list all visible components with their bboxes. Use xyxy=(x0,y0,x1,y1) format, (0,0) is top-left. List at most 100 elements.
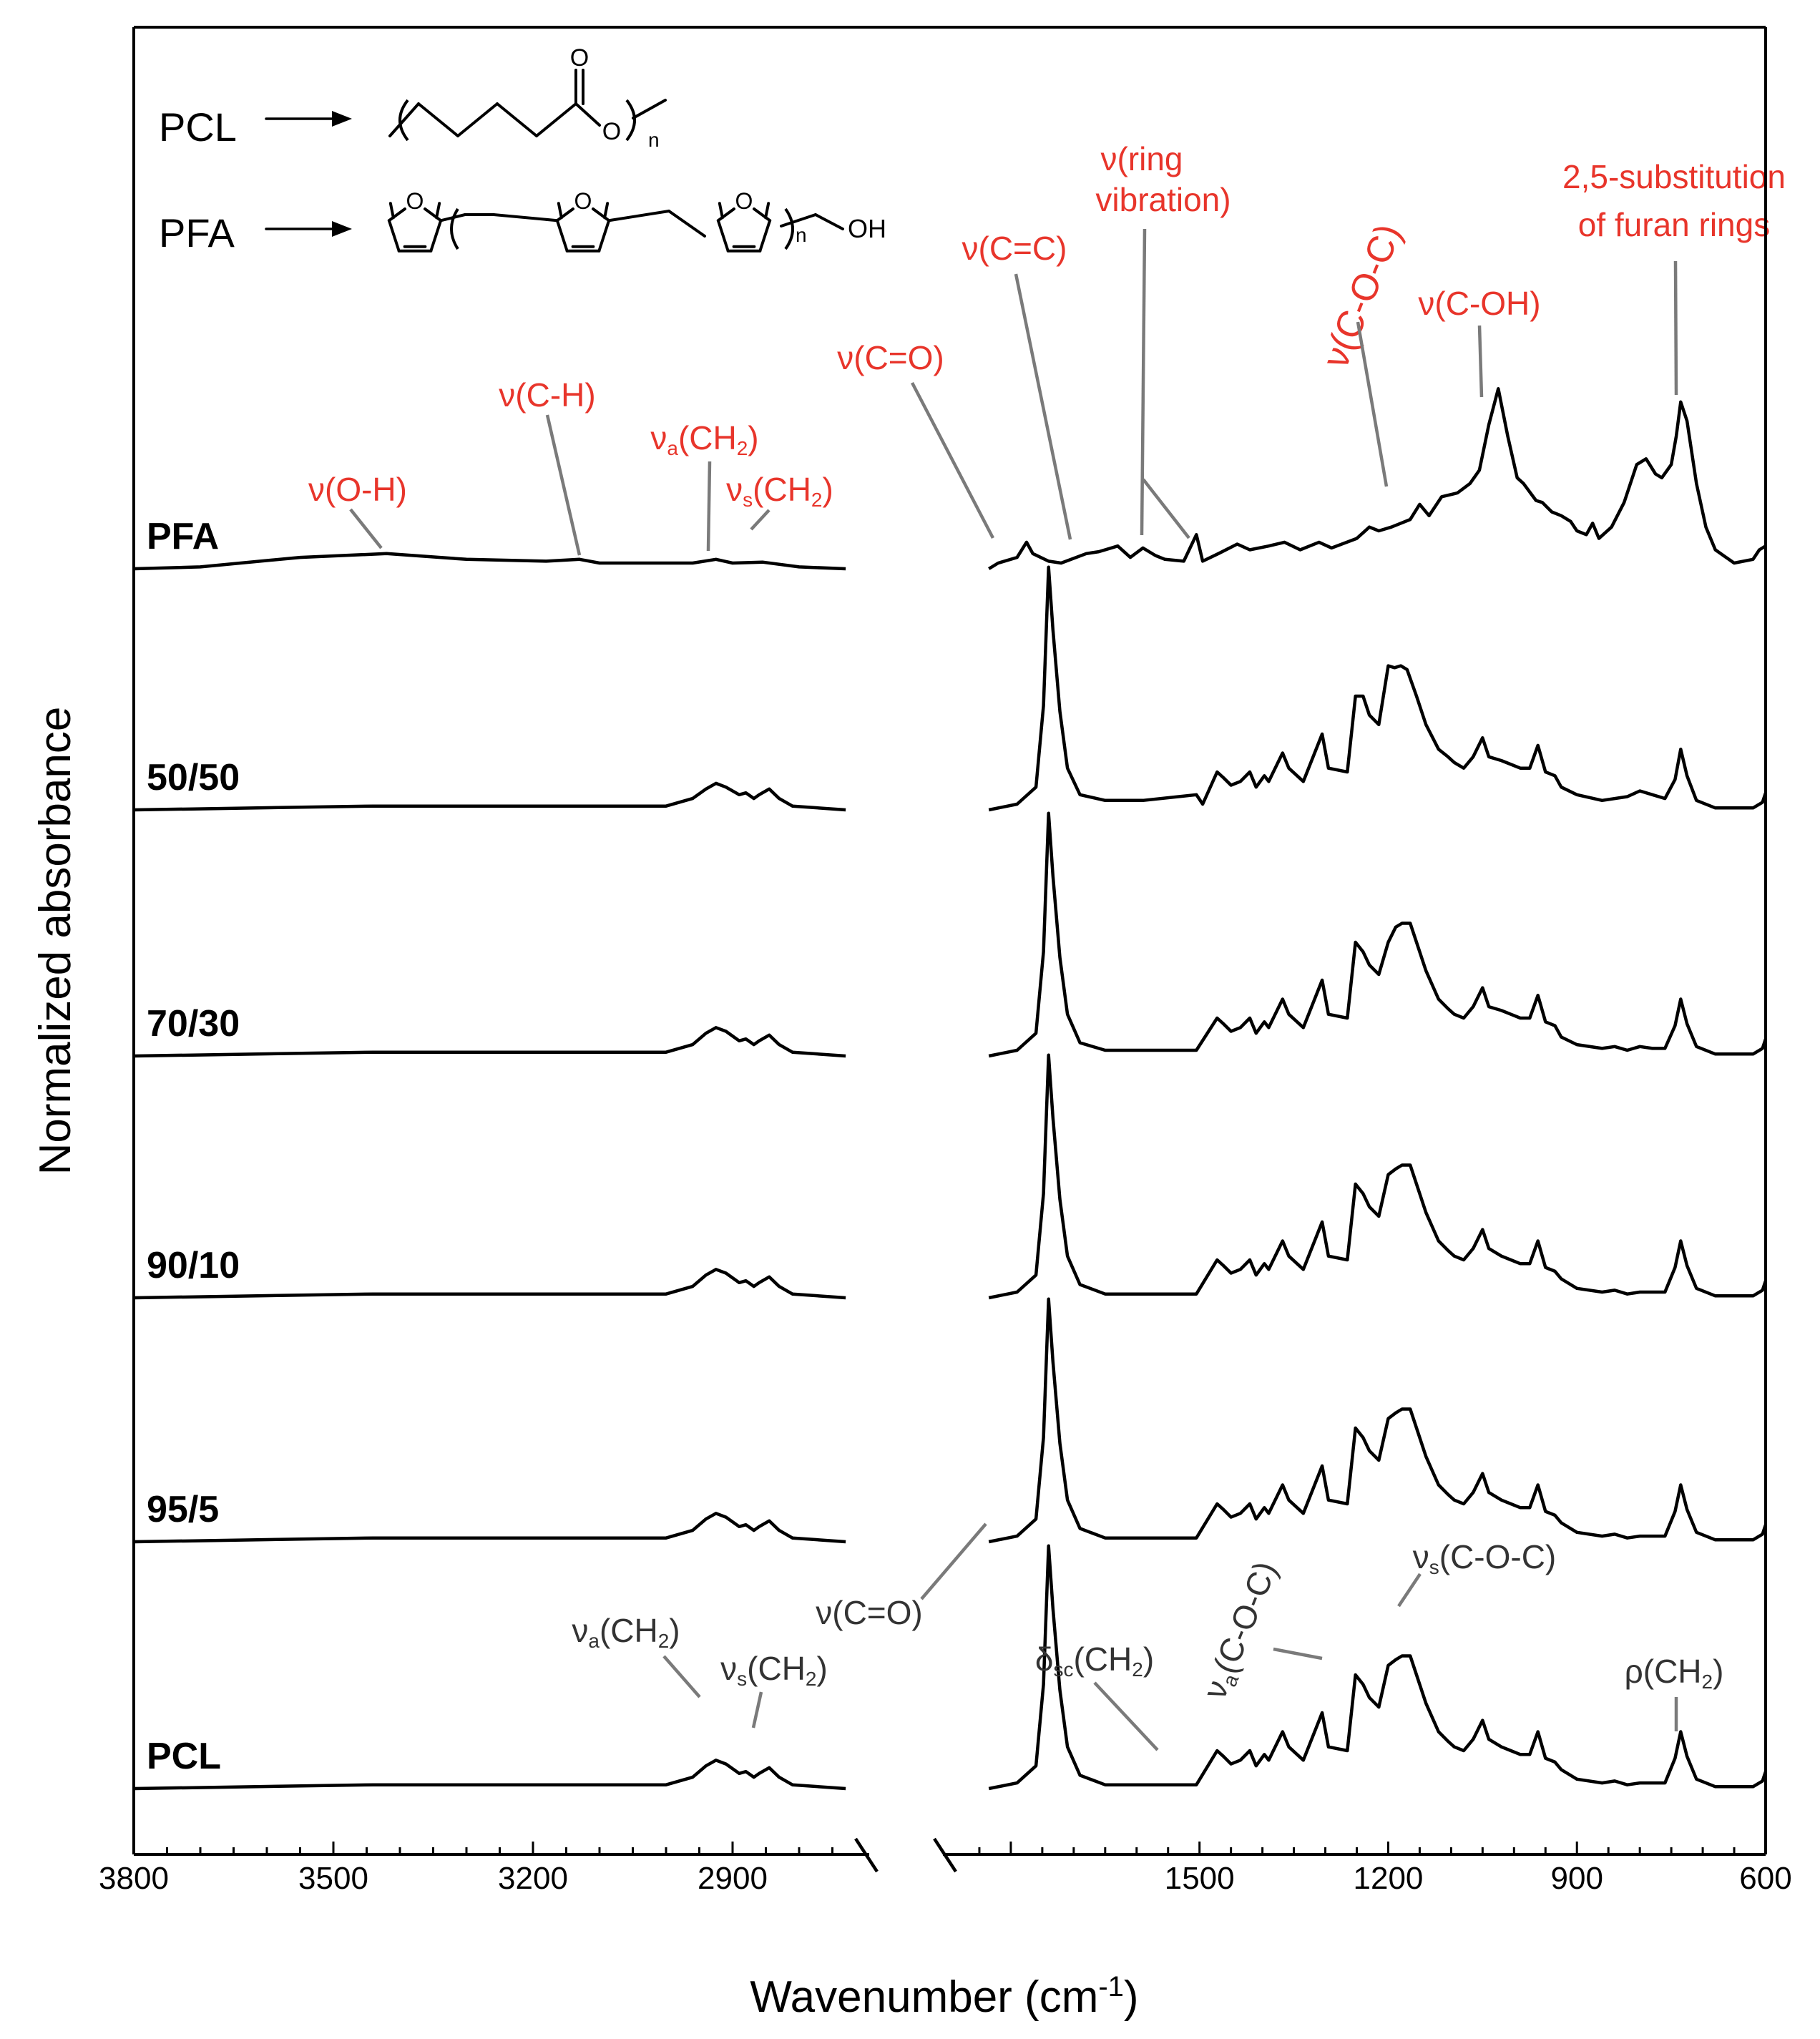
pfa-link-bond xyxy=(439,213,466,223)
annotation-pcl-s-coc: νs(C-O-C) xyxy=(1413,1538,1557,1578)
annotation-pfa-s-ch2-part: ) xyxy=(823,471,833,508)
annotation-pcl-rho-ch2: ρ(CH2) xyxy=(1625,1653,1724,1693)
annotation-pfa-coh: ν(C-OH) xyxy=(1418,285,1540,322)
leader-pcl-s-coc xyxy=(1397,1573,1422,1608)
series-label: PCL xyxy=(147,1736,221,1777)
x-axis-title-unit: (cm xyxy=(1024,1972,1098,2022)
pfa-furan-1-bond xyxy=(424,207,443,223)
pfa-furan-3-o: O xyxy=(735,188,753,214)
x-axis-title-exp: -1 xyxy=(1098,1971,1124,2003)
leader-cc xyxy=(1014,273,1072,540)
axis-break-mark-right xyxy=(933,1837,957,1873)
annotation-pcl-co-part: ν(C=O) xyxy=(816,1594,923,1631)
series-line-high-region xyxy=(133,1026,846,1058)
pfa-furan-2-bond xyxy=(597,219,611,253)
series-line-fingerprint xyxy=(988,1297,1768,1544)
annotation-pcl-sc-ch2-sub: 2 xyxy=(1132,1658,1143,1681)
pfa-ch2-bond xyxy=(607,210,670,223)
annotation-pfa-s-ch2-sub: s xyxy=(743,489,753,511)
leader-ring-a xyxy=(1140,228,1147,536)
y-axis-title: Normalized absorbance xyxy=(31,707,80,1175)
annotation-pfa-ring-2-part: vibration) xyxy=(1095,181,1231,218)
pcl-chain-bond xyxy=(456,102,499,137)
annotation-pcl-sc-ch2-part: ) xyxy=(1143,1641,1154,1678)
x-tick-label: 3800 xyxy=(99,1861,169,1896)
annotation-pcl-s-coc-part: ν xyxy=(1413,1538,1429,1575)
pfa-end-bond xyxy=(780,213,817,228)
annotation-pfa-a-ch2-sub: 2 xyxy=(737,437,748,459)
annotation-pfa-s-ch2-part: (CH xyxy=(753,471,811,508)
annotation-pcl-rho-ch2-sub: 2 xyxy=(1702,1671,1713,1693)
annotation-pfa-ch-part: ν(C-H) xyxy=(499,376,595,414)
pfa-furan-3-bond xyxy=(758,219,772,253)
annotation-pfa-oh-part: ν(O-H) xyxy=(308,471,407,508)
series-line-fingerprint xyxy=(988,387,1767,570)
leader-pcl-a-coc xyxy=(1273,1647,1323,1661)
pfa-oh-bond xyxy=(814,213,844,230)
pfa-furan-1-double xyxy=(435,202,441,220)
annotation-pfa-a-ch2: νa(CH2) xyxy=(650,419,758,459)
leader-coh xyxy=(1477,325,1484,398)
annotation-pfa-coh-part: ν(C-OH) xyxy=(1418,285,1540,322)
pcl-arrow-head xyxy=(332,111,352,127)
pfa-furan-2-bond xyxy=(555,207,574,223)
annotation-pcl-s-ch2-part: ν xyxy=(720,1650,737,1687)
annotation-pcl-a-ch2-part: ) xyxy=(669,1612,680,1649)
annotation-pcl-s-coc-part: (C-O-C) xyxy=(1439,1538,1557,1575)
pcl-end-bond xyxy=(632,99,667,119)
pfa-furan-2-double xyxy=(557,202,563,220)
annotation-pfa-a-ch2-sub: a xyxy=(667,437,678,459)
leader-ch xyxy=(545,414,582,556)
annotation-pcl-s-ch2-sub: s xyxy=(737,1668,747,1690)
x-tick-label: 600 xyxy=(1739,1861,1791,1896)
pfa-furan-1-bond xyxy=(387,207,406,223)
pcl-ester-o: O xyxy=(602,118,621,145)
annotation-pcl-rho-ch2-part: ) xyxy=(1713,1653,1723,1690)
annotation-pfa-co: ν(C=O) xyxy=(837,339,944,376)
annotation-pcl-a-ch2: νa(CH2) xyxy=(572,1612,680,1652)
annotation-pfa-ch: ν(C-H) xyxy=(499,376,595,414)
pfa-open-paren xyxy=(450,207,459,250)
annotation-pfa-furan-2-part: of furan rings xyxy=(1578,206,1770,243)
annotation-pfa-furan-2: of furan rings xyxy=(1578,206,1770,243)
annotation-pcl-a-ch2-sub: a xyxy=(588,1630,600,1652)
x-axis-title-close: ) xyxy=(1124,1972,1139,2022)
series-50-50: 50/50 xyxy=(133,565,1768,812)
annotation-pcl-sc-ch2-part: (CH xyxy=(1073,1641,1132,1678)
leader-a-ch2 xyxy=(706,461,712,552)
x-axis-title: Wavenumber (cm-1) xyxy=(750,1971,1138,2022)
series-line-fingerprint xyxy=(988,565,1768,812)
annotation-pcl-a-ch2-part: (CH xyxy=(600,1612,658,1649)
pcl-ester-bond xyxy=(574,102,601,127)
leader-oh xyxy=(349,508,383,549)
pfa-arrow-head xyxy=(332,221,352,237)
annotation-pfa-co-part: ν(C=O) xyxy=(837,339,944,376)
annotation-pfa-cc-part: ν(C=C) xyxy=(962,230,1067,267)
pcl-open-paren xyxy=(398,99,409,142)
pfa-furan-3-double xyxy=(718,202,724,220)
annotation-pcl-a-ch2-sub: 2 xyxy=(658,1630,670,1652)
spectra-series: PFA 50/50 70/30 90/10 95/5 PCL xyxy=(133,387,1768,1791)
annotation-pfa-furan-1: 2,5-substitution xyxy=(1562,158,1786,195)
leader-ring-b xyxy=(1142,478,1190,539)
series-90-10: 90/10 xyxy=(133,1053,1768,1300)
pfa-furan-3-double xyxy=(764,202,770,220)
x-axis-title-main: Wavenumber xyxy=(750,1972,1024,2022)
annotation-pcl-sc-ch2: δsc(CH2) xyxy=(1035,1641,1154,1681)
annotation-pfa-a-ch2-part: ν xyxy=(650,419,667,456)
annotation-pcl-rho-ch2-part: ρ xyxy=(1625,1653,1643,1690)
annotation-pfa-a-ch2-part: (CH xyxy=(678,419,737,456)
annotation-pcl-rho-ch2-part: (CH xyxy=(1643,1653,1702,1690)
pfa-structure-label: PFA xyxy=(159,210,235,255)
pfa-furan-1-o: O xyxy=(406,188,424,214)
x-tick-label: 3500 xyxy=(298,1861,368,1896)
series-line-high-region xyxy=(133,552,846,571)
pcl-chain-bond xyxy=(496,102,538,137)
annotation-pfa-s-ch2: νs(CH2) xyxy=(726,471,833,511)
leader-coc xyxy=(1356,321,1389,487)
pfa-furan-2-bond xyxy=(592,207,611,223)
pcl-carbonyl-o: O xyxy=(570,44,589,72)
annotation-pfa-cc: ν(C=C) xyxy=(962,230,1067,267)
axis-break-mark-left xyxy=(854,1837,879,1873)
